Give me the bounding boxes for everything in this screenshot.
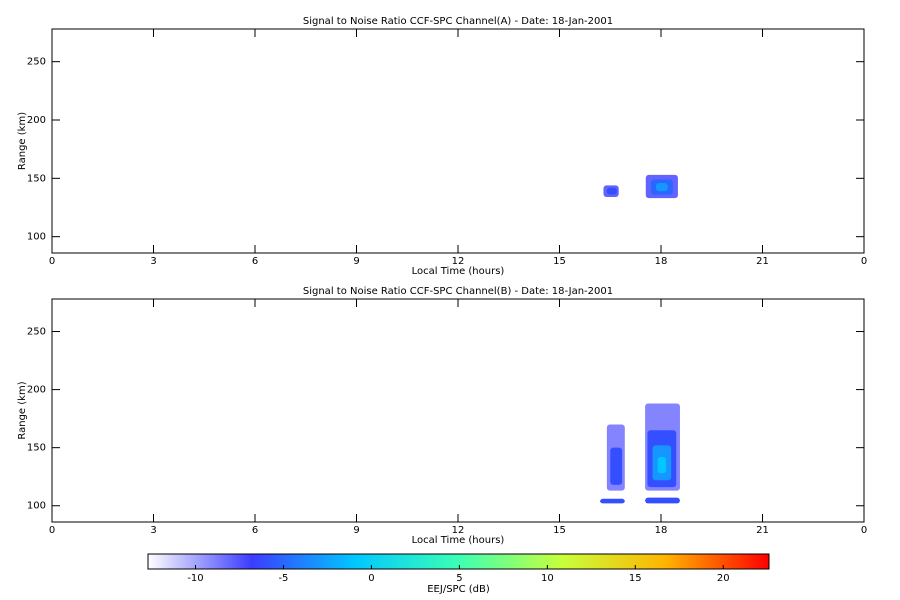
- x-tick-label: 15: [553, 525, 566, 536]
- colorbar-tick-label: -10: [187, 573, 203, 584]
- x-tick-label: 21: [756, 525, 769, 536]
- y-tick-label: 200: [27, 115, 46, 126]
- y-tick-label: 250: [27, 57, 46, 68]
- x-tick-label: 0: [861, 256, 867, 267]
- echo-cell: [655, 183, 668, 192]
- x-tick-label: 18: [655, 256, 668, 267]
- x-tick-label: 9: [353, 256, 359, 267]
- x-tick-label: 3: [150, 525, 156, 536]
- x-tick-label: 0: [49, 525, 55, 536]
- colorbar: [147, 553, 770, 570]
- x-tick-label: 21: [756, 256, 769, 267]
- x-tick-label: 6: [252, 256, 258, 267]
- y-tick-label: 150: [27, 173, 46, 184]
- y-tick-label: 100: [27, 501, 46, 512]
- x-tick-label: 6: [252, 525, 258, 536]
- x-axis-label: Local Time (hours): [412, 535, 505, 546]
- echo-cell: [645, 497, 680, 504]
- x-tick-label: 9: [353, 525, 359, 536]
- echo-cell: [657, 456, 667, 474]
- x-tick-label: 3: [150, 256, 156, 267]
- echo-cell: [606, 187, 618, 195]
- colorbar-label: EEJ/SPC (dB): [427, 584, 490, 595]
- colorbar-tick-label: 10: [541, 573, 554, 584]
- y-tick-label: 150: [27, 443, 46, 454]
- y-tick-label: 250: [27, 327, 46, 338]
- colorbar-tick-label: 15: [629, 573, 642, 584]
- plot-frame: [51, 298, 865, 523]
- x-tick-label: 12: [452, 525, 465, 536]
- y-axis-label: Range (km): [17, 112, 28, 170]
- y-tick-label: 100: [27, 232, 46, 243]
- chart-title: Signal to Noise Ratio CCF-SPC Channel(A)…: [303, 16, 613, 27]
- x-tick-label: 18: [655, 525, 668, 536]
- x-tick-label: 12: [452, 256, 465, 267]
- colorbar-tick-label: 5: [456, 573, 462, 584]
- colorbar-tick-label: 20: [717, 573, 730, 584]
- colorbar-tick-label: 0: [368, 573, 374, 584]
- x-tick-label: 0: [49, 256, 55, 267]
- echo-cell: [610, 447, 623, 485]
- plot-frame: [51, 28, 865, 254]
- y-axis-label: Range (km): [17, 381, 28, 439]
- colorbar-tick-label: -5: [278, 573, 288, 584]
- x-tick-label: 0: [861, 525, 867, 536]
- echo-cell: [600, 498, 625, 504]
- x-axis-label: Local Time (hours): [412, 266, 505, 277]
- chart-title: Signal to Noise Ratio CCF-SPC Channel(B)…: [303, 286, 613, 297]
- y-tick-label: 200: [27, 385, 46, 396]
- x-tick-label: 15: [553, 256, 566, 267]
